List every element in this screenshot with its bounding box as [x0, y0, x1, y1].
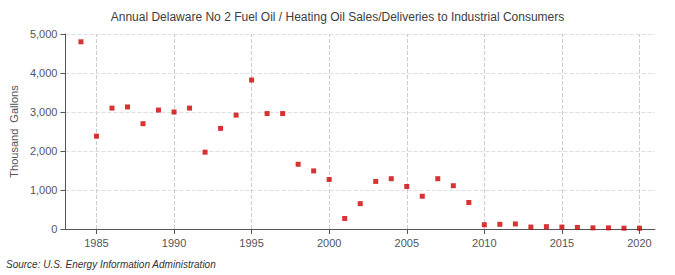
svg-text:2015: 2015	[550, 237, 574, 249]
svg-text:5,000: 5,000	[30, 28, 58, 40]
svg-text:1995: 1995	[239, 237, 263, 249]
svg-text:1,000: 1,000	[30, 184, 58, 196]
svg-text:Source: U.S. Energy Informatio: Source: U.S. Energy Information Administ…	[6, 259, 216, 270]
svg-text:Thousand Gallons: Thousand Gallons	[8, 85, 20, 178]
svg-text:0: 0	[51, 223, 57, 235]
svg-text:2,000: 2,000	[30, 145, 58, 157]
svg-text:4,000: 4,000	[30, 67, 58, 79]
svg-text:3,000: 3,000	[30, 106, 58, 118]
svg-text:2005: 2005	[395, 237, 419, 249]
svg-text:2010: 2010	[472, 237, 496, 249]
svg-text:2020: 2020	[627, 237, 651, 249]
svg-text:Annual Delaware No 2 Fuel Oil: Annual Delaware No 2 Fuel Oil / Heating …	[111, 10, 565, 24]
svg-text:2000: 2000	[317, 237, 341, 249]
svg-text:1990: 1990	[162, 237, 186, 249]
svg-text:1985: 1985	[84, 237, 108, 249]
